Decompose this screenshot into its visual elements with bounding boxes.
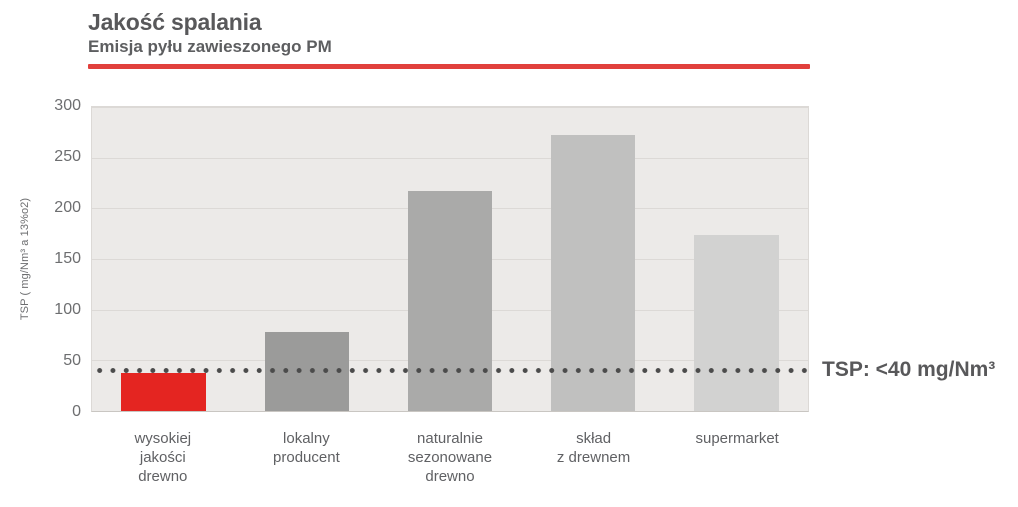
y-tick-50: 50	[63, 352, 81, 369]
bar-4	[694, 234, 779, 411]
bar-slot-4	[665, 107, 808, 411]
bar-slot-3	[522, 107, 665, 411]
x-axis-labels: wysokiej jakości drewno lokalny producent…	[91, 429, 809, 486]
bar-slot-2	[378, 107, 521, 411]
gridline-300	[92, 107, 808, 108]
bar-slot-1	[235, 107, 378, 411]
x-label-1: lokalny producent	[273, 430, 340, 466]
gridline-250	[92, 157, 808, 159]
plot-area	[91, 106, 812, 412]
page-subtitle: Emisja pyłu zawieszonego PM	[88, 37, 332, 56]
y-tick-0: 0	[72, 403, 81, 420]
y-tick-150: 150	[54, 250, 81, 267]
page-title: Jakość spalania	[88, 9, 262, 35]
threshold-label: TSP: <40 mg/Nm³	[822, 358, 996, 381]
bar-3	[550, 135, 636, 411]
title-divider	[88, 64, 810, 69]
bar-0	[121, 372, 206, 411]
x-label-3: skład z drewnem	[556, 430, 631, 466]
y-tick-300: 300	[54, 97, 81, 114]
y-tick-200: 200	[54, 199, 81, 216]
threshold-dotted-line	[91, 366, 812, 374]
x-label-2: naturalnie sezonowane drewno	[407, 430, 493, 485]
y-tick-100: 100	[54, 301, 81, 318]
bar-slot-0	[92, 107, 235, 411]
x-label-0: wysokiej jakości drewno	[134, 430, 192, 485]
bars-container	[92, 107, 808, 411]
y-tick-250: 250	[54, 148, 81, 165]
bar-2	[407, 191, 493, 411]
x-label-4: supermarket	[695, 430, 779, 447]
y-axis-ticks: 0 50 100 150 200 250 300	[0, 97, 81, 420]
